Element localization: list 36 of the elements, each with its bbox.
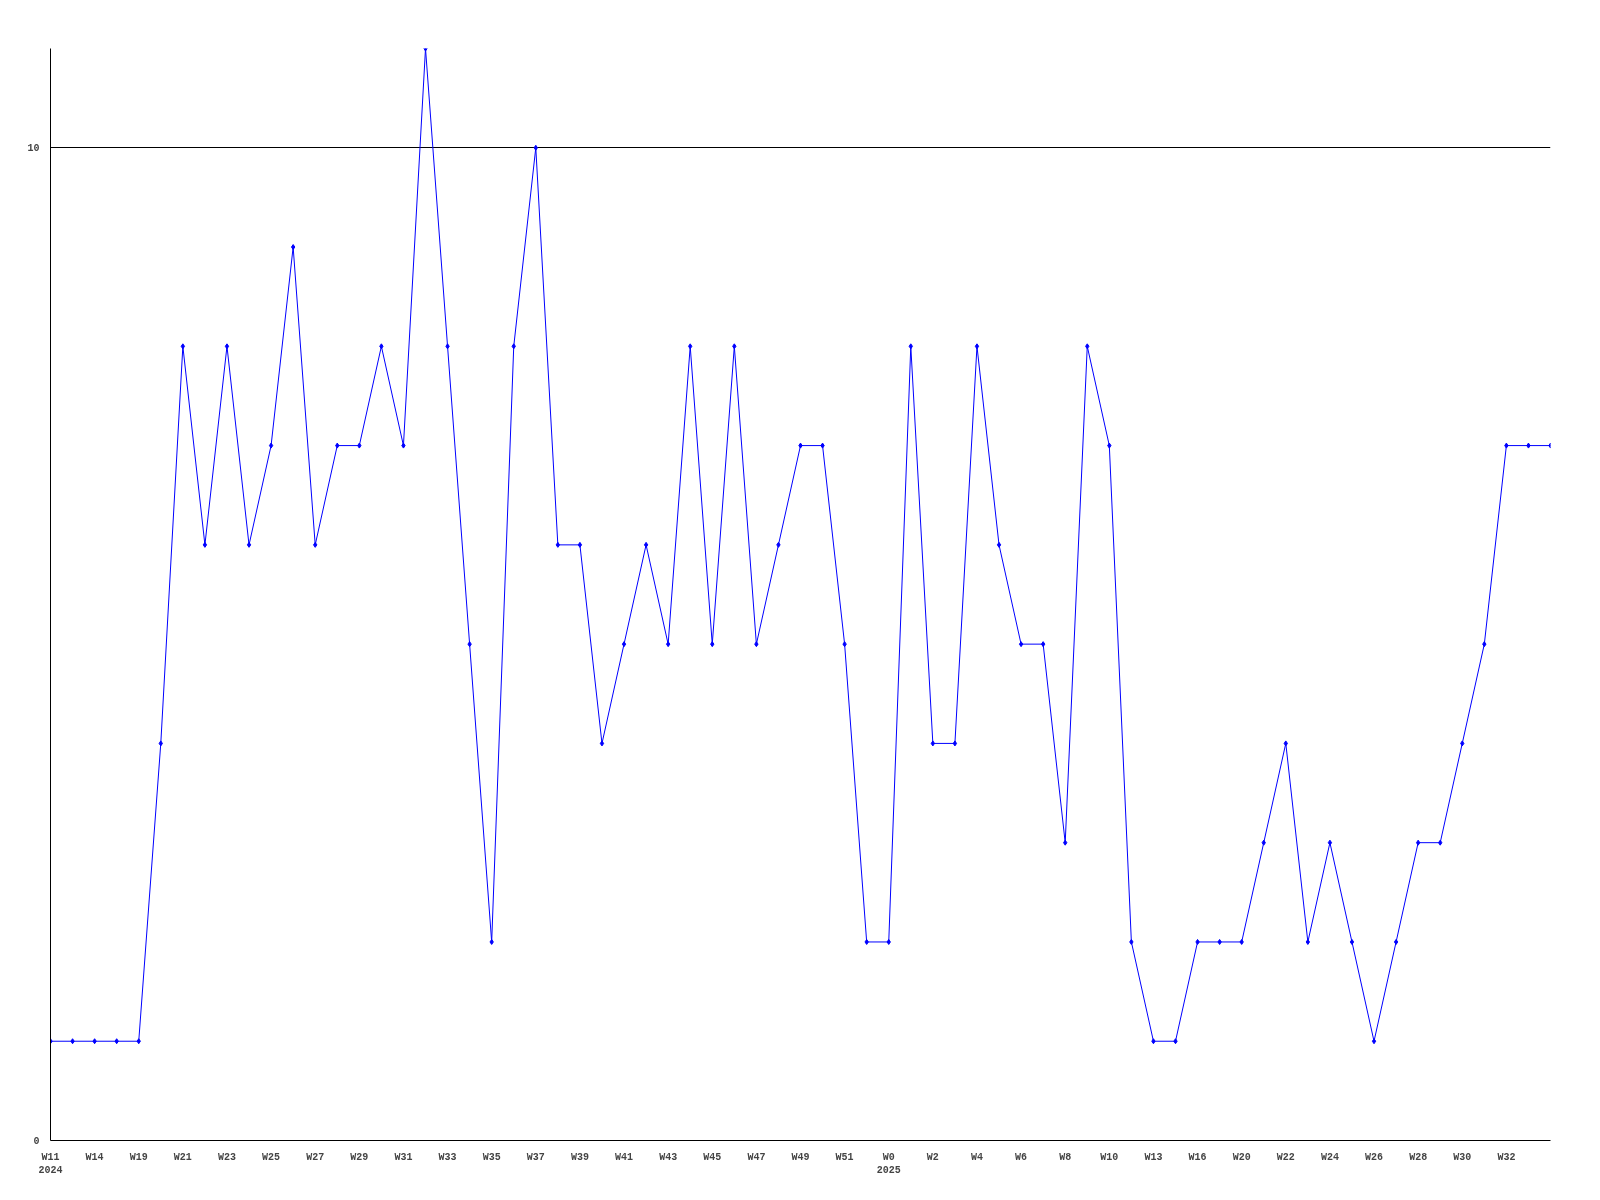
x-tick-label: W8 bbox=[1059, 1151, 1072, 1163]
x-tick-label: W51 bbox=[835, 1151, 854, 1163]
x-tick-label: W41 bbox=[615, 1151, 634, 1163]
x-tick-label: W20 bbox=[1232, 1151, 1251, 1163]
x-tick-label: W26 bbox=[1365, 1151, 1384, 1163]
x-tick-label: W4 bbox=[970, 1151, 983, 1163]
x-tick-label: W29 bbox=[350, 1151, 369, 1163]
x-tick-label: W30 bbox=[1453, 1151, 1472, 1163]
x-tick-label: W25 bbox=[262, 1151, 281, 1163]
x-tick-label: W19 bbox=[129, 1151, 148, 1163]
x-tick-label: W2 bbox=[926, 1151, 939, 1163]
x-tick-label: W37 bbox=[526, 1151, 545, 1163]
x-tick-label: W0 2025 bbox=[876, 1151, 901, 1176]
x-tick-label: W33 bbox=[438, 1151, 457, 1163]
x-tick-label: W27 bbox=[306, 1151, 325, 1163]
x-tick-label: W11 2024 bbox=[38, 1151, 63, 1176]
x-tick-label: W24 bbox=[1320, 1151, 1339, 1163]
x-tick-label: W16 bbox=[1188, 1151, 1207, 1163]
x-tick-label: W21 bbox=[173, 1151, 192, 1163]
y-tick-label: 10 bbox=[27, 143, 40, 155]
x-tick-label: W23 bbox=[217, 1151, 236, 1163]
x-tick-label: W14 bbox=[85, 1151, 104, 1163]
x-tick-label: W13 bbox=[1144, 1151, 1163, 1163]
x-tick-label: W47 bbox=[747, 1151, 766, 1163]
y-tick-label: 0 bbox=[33, 1136, 40, 1147]
x-tick-label: W31 bbox=[394, 1151, 413, 1163]
x-tick-label: W45 bbox=[703, 1151, 722, 1163]
x-tick-label: W32 bbox=[1497, 1151, 1516, 1163]
x-tick-label: W22 bbox=[1276, 1151, 1295, 1163]
x-tick-label: W28 bbox=[1409, 1151, 1428, 1163]
x-tick-label: W49 bbox=[791, 1151, 810, 1163]
x-tick-label: W10 bbox=[1100, 1151, 1119, 1163]
x-tick-label: W35 bbox=[482, 1151, 501, 1163]
x-tick-label: W6 bbox=[1015, 1151, 1028, 1163]
x-tick-label: W43 bbox=[659, 1151, 678, 1163]
x-tick-label: W39 bbox=[570, 1151, 589, 1163]
